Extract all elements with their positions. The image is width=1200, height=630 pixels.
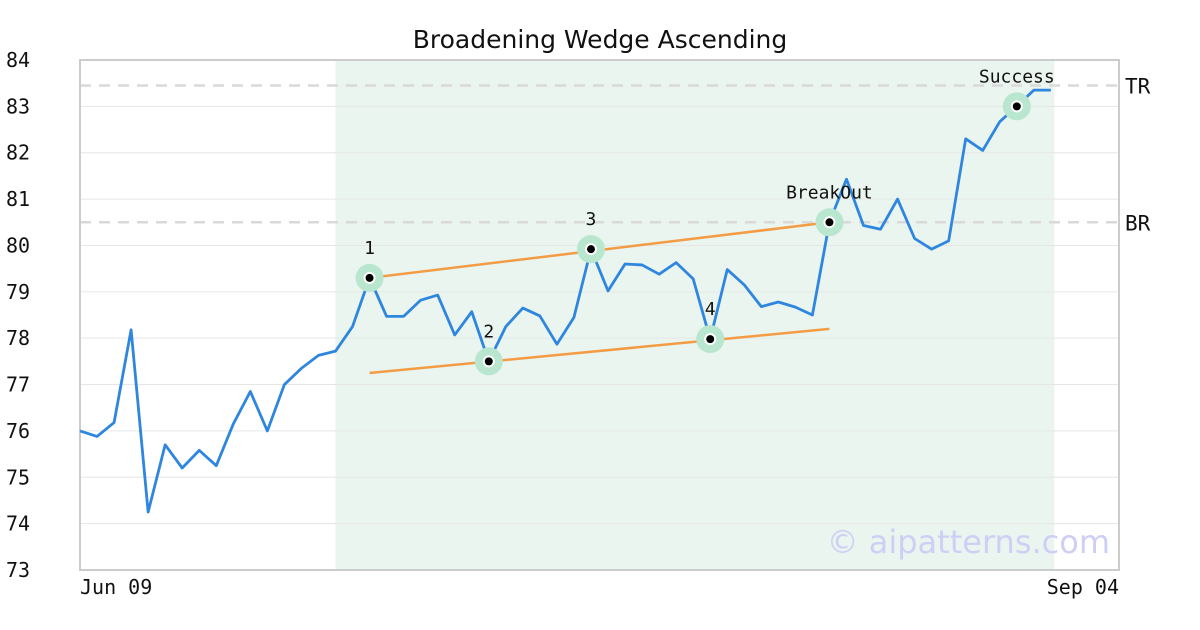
marker-dot xyxy=(586,245,595,254)
pattern-point-label: 2 xyxy=(483,321,494,342)
y-tick-label: 75 xyxy=(6,465,30,489)
trendline xyxy=(369,327,830,375)
watermark: © aipatterns.com xyxy=(827,523,1110,561)
y-axis-ticks: 73 74 75 76 77 78 79 80 81 82 83 84 xyxy=(6,48,30,582)
y-tick-label: 79 xyxy=(6,280,30,304)
marker-dot xyxy=(825,218,834,227)
level-lines: BR TR xyxy=(80,75,1151,235)
marker-dot xyxy=(706,335,715,344)
y-tick-label: 77 xyxy=(6,373,30,397)
pattern-point-label: 1 xyxy=(364,238,375,259)
chart-title: Broadening Wedge Ascending xyxy=(413,25,788,54)
pattern-markers: 1 2 3 4 BreakOut Success xyxy=(355,66,1055,376)
y-tick-label: 81 xyxy=(6,187,30,211)
level-label: BR xyxy=(1125,211,1151,235)
y-tick-label: 76 xyxy=(6,419,30,443)
x-tick-label: Sep 04 xyxy=(1047,575,1119,599)
pattern-point-label: Success xyxy=(979,66,1055,87)
price-series-line xyxy=(79,88,1051,514)
x-axis-ticks: Jun 09 Sep 04 xyxy=(80,575,1119,599)
pattern-point-label: 3 xyxy=(586,209,597,230)
y-tick-label: 78 xyxy=(6,326,30,350)
marker-dot xyxy=(1012,102,1021,111)
y-tick-label: 83 xyxy=(6,94,30,118)
y-tick-label: 74 xyxy=(6,512,30,536)
marker-dot xyxy=(365,273,374,282)
y-tick-label: 80 xyxy=(6,233,30,257)
pattern-point-label: BreakOut xyxy=(786,182,873,203)
y-tick-label: 82 xyxy=(6,141,30,165)
y-tick-label: 73 xyxy=(6,558,30,582)
x-tick-label: Jun 09 xyxy=(80,575,152,599)
marker-dot xyxy=(484,357,493,366)
y-tick-label: 84 xyxy=(6,48,30,72)
pattern-point-label: 4 xyxy=(705,299,716,320)
level-label: TR xyxy=(1125,75,1151,99)
plot-frame xyxy=(79,59,1120,571)
pattern-highlight-region xyxy=(335,60,1055,570)
